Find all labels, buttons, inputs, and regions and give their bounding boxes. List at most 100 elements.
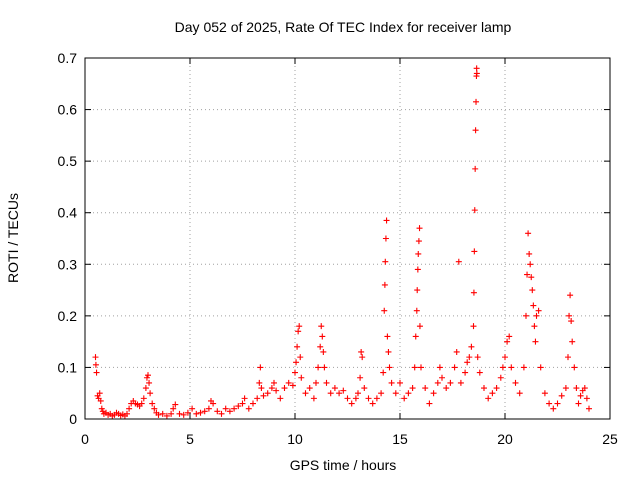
- x-axis-label: GPS time / hours: [290, 457, 397, 473]
- data-point: [455, 258, 462, 265]
- data-point: [289, 382, 296, 389]
- data-point: [409, 385, 416, 392]
- data-point: [381, 281, 388, 288]
- data-point: [382, 235, 389, 242]
- data-point: [189, 405, 196, 412]
- data-point: [226, 408, 233, 415]
- data-point: [210, 400, 217, 407]
- data-point: [99, 408, 106, 415]
- data-point: [313, 379, 319, 386]
- data-point: [180, 411, 187, 418]
- data-point: [472, 127, 479, 134]
- data-point: [573, 385, 580, 392]
- data-point: [489, 390, 496, 397]
- data-point: [97, 397, 104, 404]
- data-point: [170, 405, 177, 412]
- data-point: [527, 261, 534, 268]
- data-point: [159, 410, 166, 417]
- data-point: [462, 369, 469, 376]
- data-point: [168, 410, 175, 417]
- data-point: [155, 411, 162, 418]
- data-point: [567, 292, 574, 299]
- data-point: [565, 354, 571, 361]
- data-point: [533, 312, 540, 319]
- data-point: [497, 374, 504, 381]
- data-point: [92, 361, 99, 368]
- plot-frame: [84, 57, 611, 420]
- data-point: [411, 364, 418, 371]
- data-point: [525, 230, 532, 237]
- data-point: [142, 385, 149, 392]
- data-point: [295, 328, 302, 335]
- data-point: [451, 364, 458, 371]
- data-point: [281, 385, 288, 392]
- data-point: [222, 405, 229, 412]
- data-point: [318, 323, 325, 330]
- data-point: [388, 379, 395, 386]
- data-point: [149, 400, 156, 407]
- data-point: [231, 405, 238, 412]
- data-point: [302, 390, 309, 397]
- data-point: [524, 271, 531, 278]
- data-point: [499, 364, 506, 371]
- data-point: [414, 266, 421, 273]
- data-point: [523, 312, 529, 319]
- data-point: [529, 287, 536, 294]
- data-point: [218, 410, 225, 417]
- data-point: [292, 369, 298, 376]
- data-point: [531, 323, 538, 330]
- data-point: [92, 354, 99, 361]
- data-point: [541, 390, 548, 397]
- data-point: [365, 395, 372, 402]
- data-point: [453, 348, 460, 355]
- data-point: [205, 405, 212, 412]
- x-tick-label: 10: [287, 431, 303, 447]
- data-point: [537, 364, 544, 371]
- data-point: [315, 364, 322, 371]
- data-point: [378, 390, 385, 397]
- data-point: [443, 385, 450, 392]
- data-point: [197, 409, 204, 416]
- data-point: [481, 385, 487, 392]
- data-point: [93, 369, 100, 376]
- data-point: [558, 392, 565, 399]
- data-point: [516, 390, 523, 397]
- data-point: [317, 343, 324, 350]
- data-point: [147, 390, 154, 397]
- data-point: [470, 323, 477, 330]
- data-point: [258, 385, 265, 392]
- data-point: [245, 405, 252, 412]
- data-point: [357, 374, 364, 381]
- data-point: [348, 400, 355, 407]
- data-point: [172, 401, 179, 408]
- y-tick-label: 0: [69, 411, 77, 427]
- data-point: [414, 287, 421, 294]
- data-point: [512, 379, 519, 386]
- data-point: [583, 395, 590, 402]
- data-point: [575, 400, 582, 407]
- y-tick-label: 0.6: [58, 102, 78, 118]
- data-point: [327, 390, 334, 397]
- data-point: [470, 289, 477, 296]
- data-point: [201, 408, 208, 415]
- data-point: [405, 390, 412, 397]
- data-point: [239, 400, 246, 407]
- data-point: [358, 348, 365, 355]
- data-point: [569, 338, 576, 345]
- data-point: [476, 369, 483, 376]
- data-point: [264, 390, 271, 397]
- data-point: [474, 354, 481, 361]
- data-point: [508, 364, 515, 371]
- data-point: [532, 338, 539, 345]
- data-point: [473, 65, 480, 72]
- data-point: [260, 392, 267, 399]
- data-point: [98, 405, 105, 412]
- data-point: [369, 400, 376, 407]
- data-point: [566, 312, 573, 319]
- data-point: [528, 274, 535, 281]
- data-points: [92, 65, 592, 419]
- data-point: [571, 364, 578, 371]
- data-point: [321, 364, 328, 371]
- data-point: [434, 379, 441, 386]
- data-point: [146, 379, 153, 386]
